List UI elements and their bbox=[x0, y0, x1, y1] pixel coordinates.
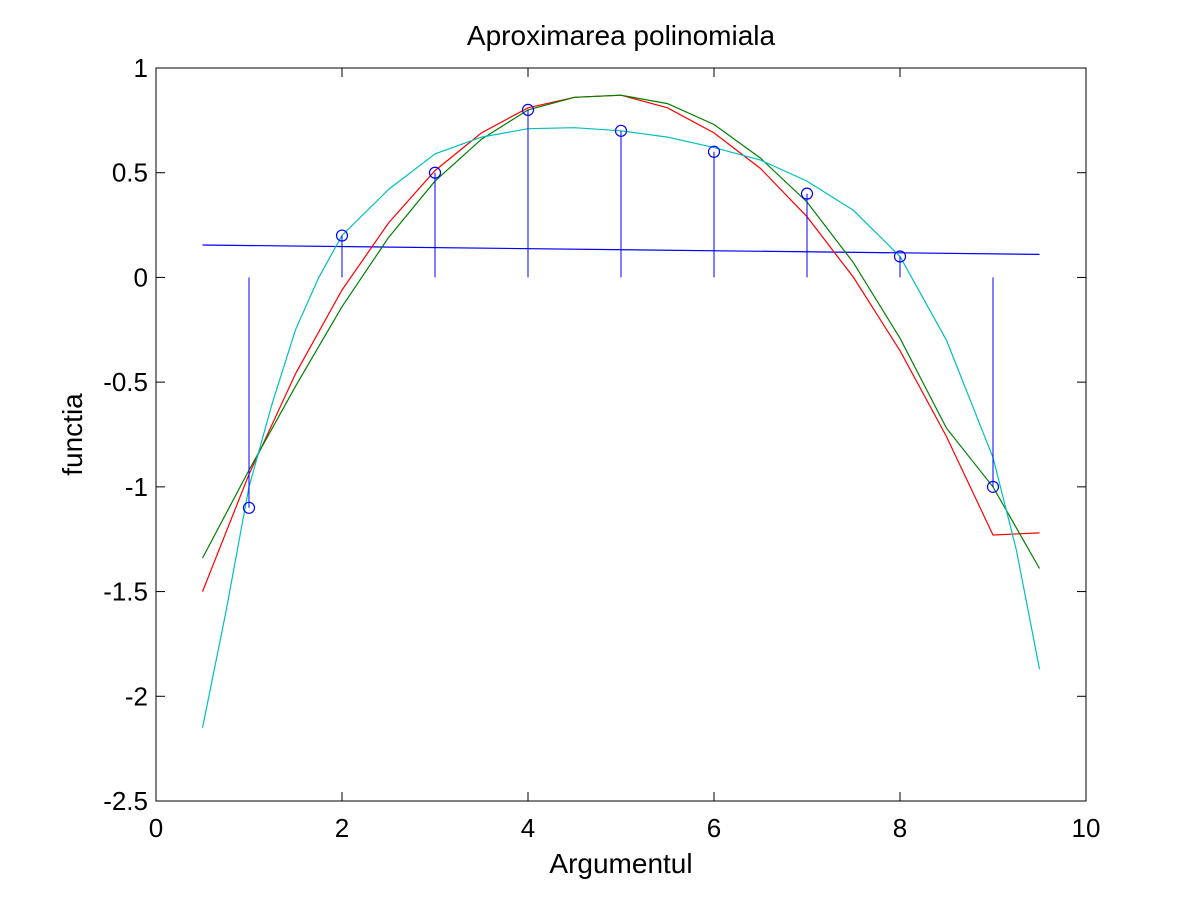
stem-marker bbox=[614, 124, 628, 137]
stem-marker bbox=[707, 145, 721, 158]
x-tick-label: 10 bbox=[1072, 813, 1101, 843]
y-tick-label: 0 bbox=[134, 262, 148, 292]
y-tick-label: -2.5 bbox=[103, 786, 148, 816]
x-tick-label: 4 bbox=[521, 813, 535, 843]
series-layer bbox=[201, 94, 1041, 728]
plot-area: 0 2 4 6 8 10 -2.5 -2 -1.5 -1 -0.5 0 0.5 1 bbox=[103, 53, 1100, 843]
x-axis-label: Argumentul bbox=[549, 848, 692, 879]
y-tick-label: -1.5 bbox=[103, 577, 148, 607]
tick-layer: 0 2 4 6 8 10 -2.5 -2 -1.5 -1 -0.5 0 0.5 1 bbox=[103, 53, 1100, 843]
stem-layer bbox=[242, 103, 1000, 514]
chart-title: Aproximarea polinomiala bbox=[467, 20, 776, 51]
y-tick-label: -1 bbox=[125, 472, 148, 502]
stem-marker bbox=[800, 187, 814, 200]
stem-marker bbox=[893, 250, 907, 263]
y-tick-label: 0.5 bbox=[112, 158, 148, 188]
stem-marker bbox=[986, 480, 1000, 493]
x-tick-label: 8 bbox=[893, 813, 907, 843]
y-tick-label: -2 bbox=[125, 681, 148, 711]
stem-marker bbox=[428, 166, 442, 179]
x-tick-label: 0 bbox=[149, 813, 163, 843]
x-tick-label: 2 bbox=[335, 813, 349, 843]
x-tick-label: 6 bbox=[707, 813, 721, 843]
stem-marker bbox=[335, 229, 349, 242]
series-line-4 bbox=[201, 127, 1041, 728]
series-line-3 bbox=[201, 94, 1041, 569]
y-tick-label: -0.5 bbox=[103, 367, 148, 397]
y-tick-label: 1 bbox=[134, 53, 148, 83]
stem-marker bbox=[521, 103, 535, 116]
stem-marker bbox=[242, 501, 256, 514]
y-axis-label: functia bbox=[57, 393, 88, 476]
